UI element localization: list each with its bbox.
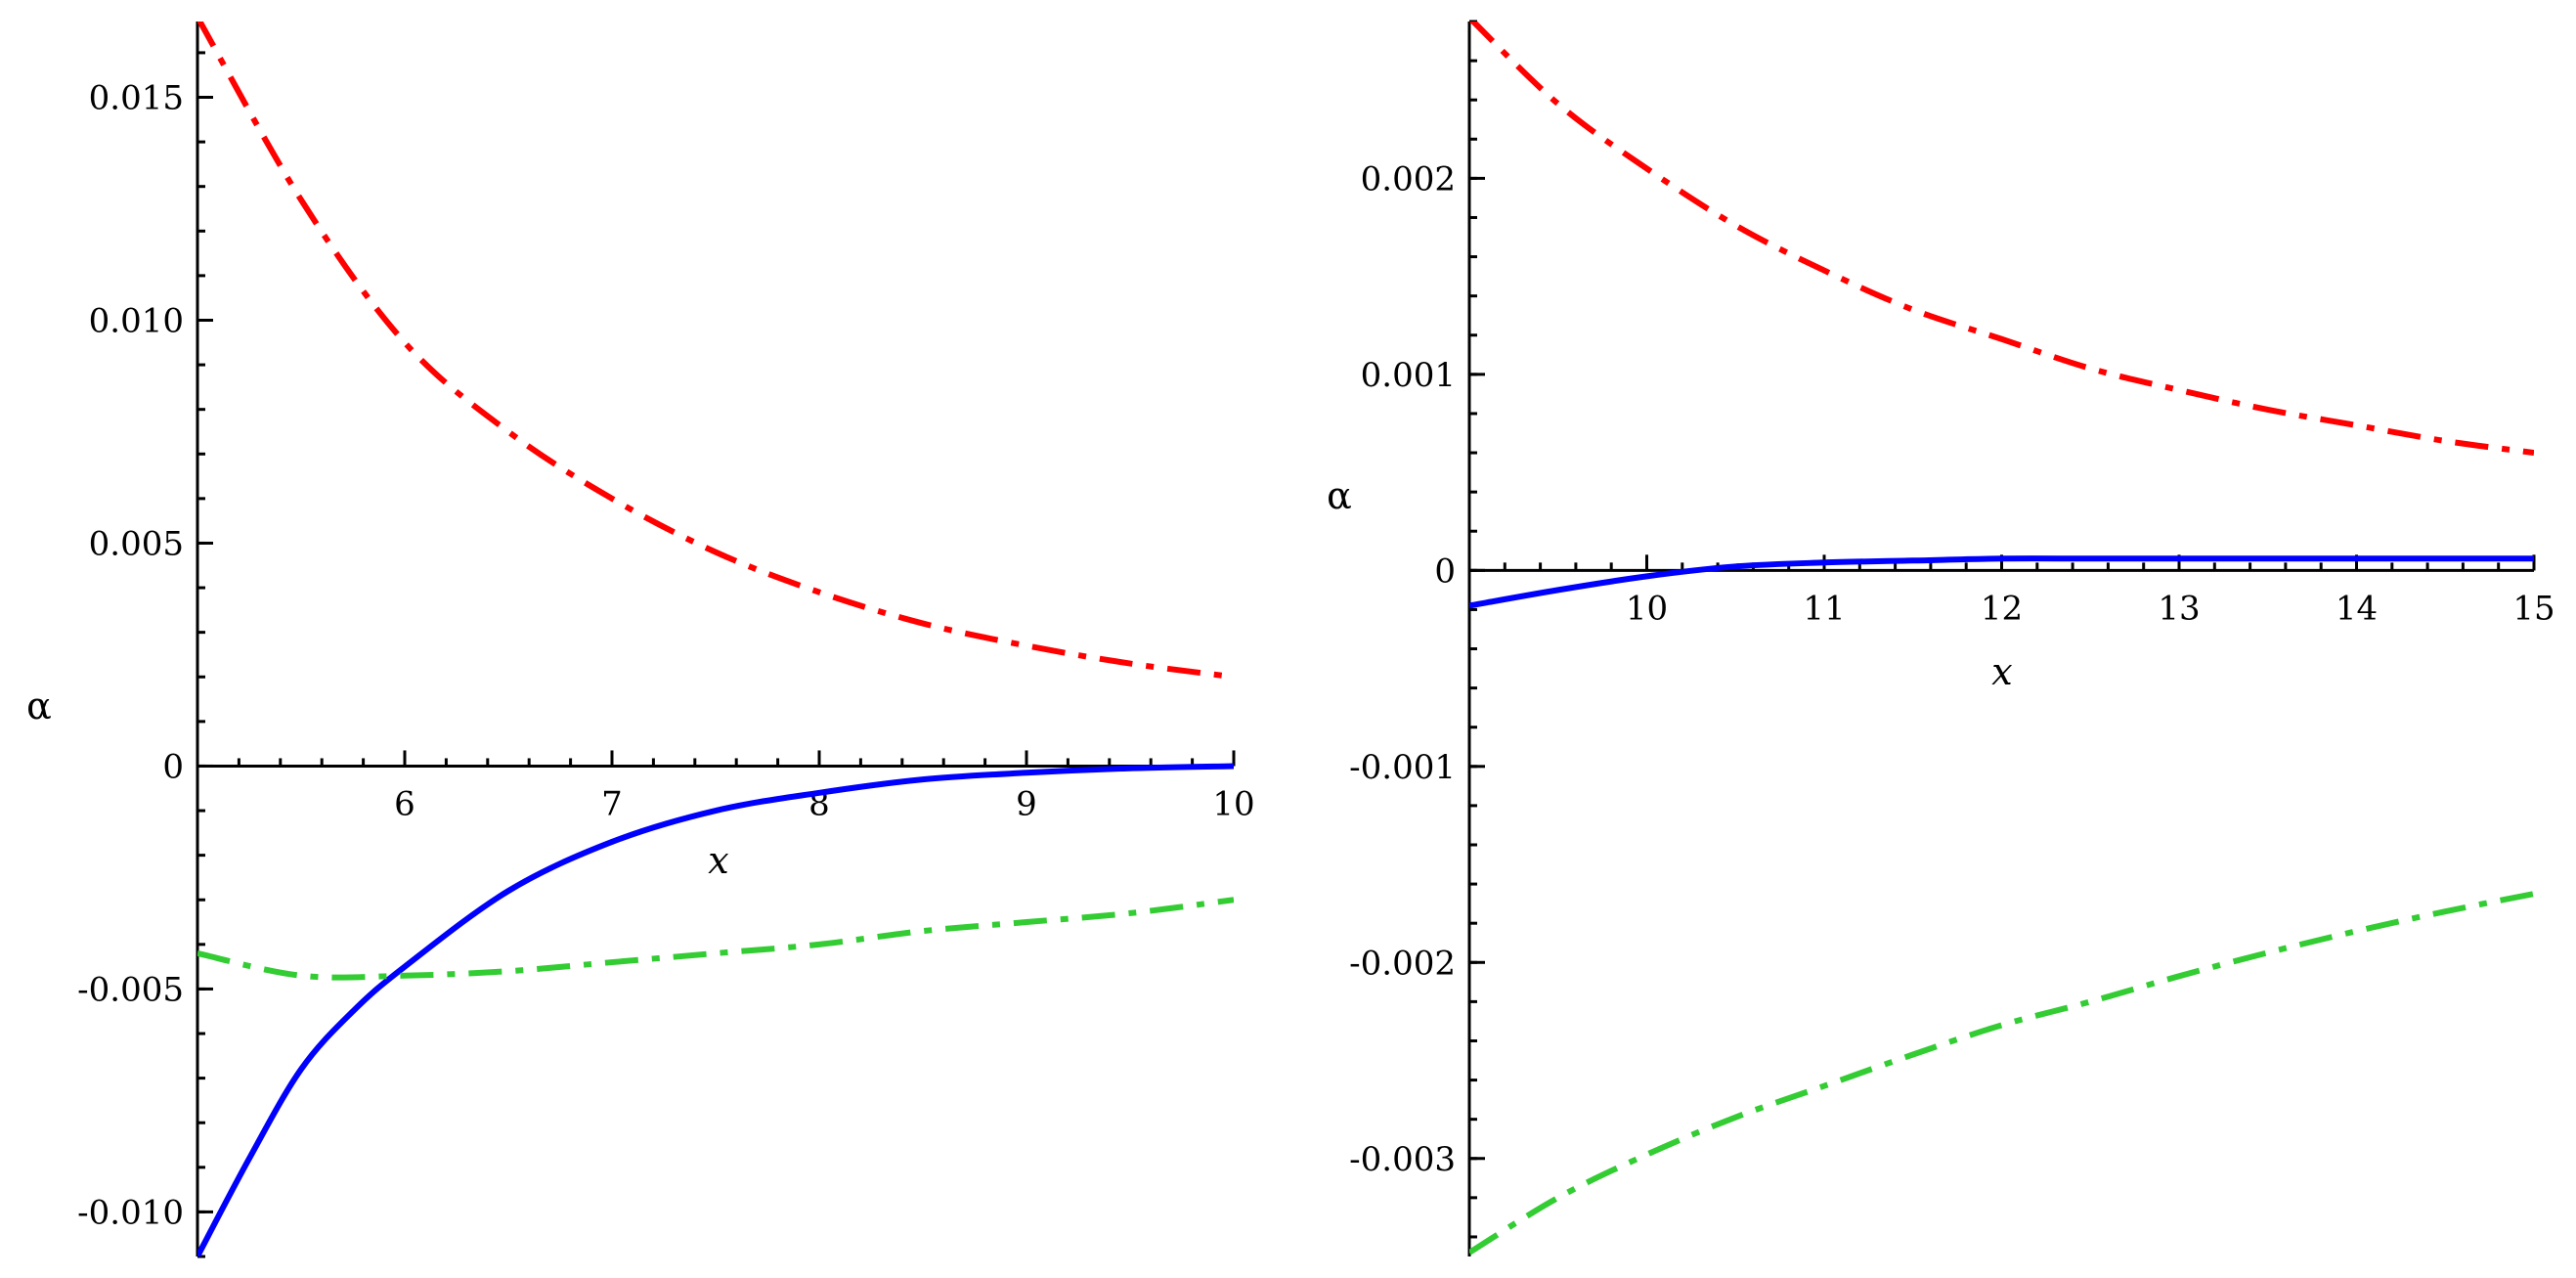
series-line-3 bbox=[197, 897, 1234, 981]
x-tick-label: 9 bbox=[1016, 784, 1037, 823]
series-line-2 bbox=[1469, 555, 2534, 609]
y-tick-label: 0.001 bbox=[1361, 356, 1456, 395]
y-tick-label: 0.002 bbox=[1361, 159, 1456, 198]
x-tick-label: 13 bbox=[2158, 589, 2200, 628]
y-axis-label: α bbox=[26, 684, 52, 727]
x-tick-label: 10 bbox=[1212, 784, 1254, 823]
x-axis-label: x bbox=[708, 839, 728, 882]
right-chart: 0.002 0.001 0 -0.001 -0.002 -0.003 10 11 12 13 14 1… bbox=[1327, 20, 2555, 1256]
x-tick-label: 10 bbox=[1626, 589, 1668, 628]
y-axis-label: α bbox=[1327, 474, 1352, 517]
y-tick-label: 0 bbox=[162, 747, 184, 786]
y-tick-label: 0.005 bbox=[89, 524, 184, 563]
series-line-1 bbox=[1469, 22, 2534, 457]
x-tick-label: 6 bbox=[394, 784, 415, 823]
y-tick-label: -0.002 bbox=[1349, 944, 1456, 983]
x-axis-label: x bbox=[1991, 650, 2012, 693]
y-tick-label: -0.005 bbox=[77, 970, 184, 1009]
series-line-1 bbox=[197, 22, 1234, 681]
x-tick-label: 12 bbox=[1981, 589, 2023, 628]
y-tick-label: 0 bbox=[1434, 551, 1456, 591]
series-line-3 bbox=[1469, 891, 2534, 1256]
x-tick-label: 7 bbox=[601, 784, 623, 823]
series-line-2 bbox=[197, 763, 1234, 1256]
y-tick-label: -0.001 bbox=[1349, 748, 1456, 787]
y-tick-label: 0.010 bbox=[89, 301, 184, 340]
y-tick-label: -0.010 bbox=[77, 1193, 184, 1232]
y-tick-label: -0.003 bbox=[1349, 1140, 1456, 1179]
y-tick-label: 0.015 bbox=[89, 79, 184, 118]
x-tick-label: 11 bbox=[1803, 589, 1845, 628]
x-tick-label: 15 bbox=[2512, 589, 2554, 628]
x-tick-label: 14 bbox=[2336, 589, 2378, 628]
